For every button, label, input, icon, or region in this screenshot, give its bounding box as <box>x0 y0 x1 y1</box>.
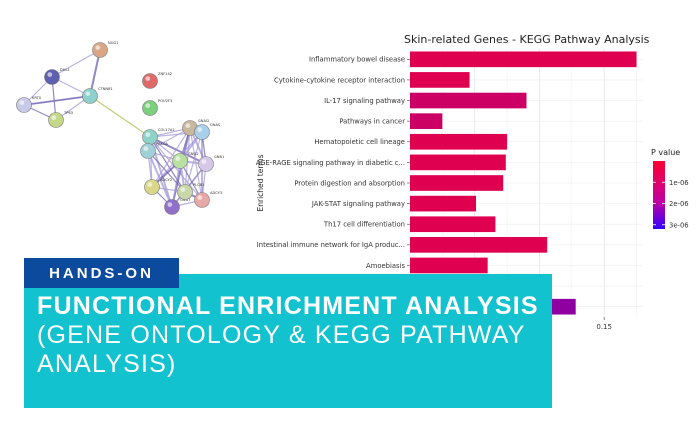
network-node-label: COL17A1 <box>158 128 175 132</box>
protein-network-diagram: NGG1 DHL1 CTNNB1 KRT5 TP63 ZNF142 POU2F3 COL17A… <box>16 41 224 215</box>
network-node-highlight <box>85 91 91 96</box>
category-label: Protein digestion and absorption <box>294 179 405 187</box>
network-edge <box>149 136 207 165</box>
category-label: AGE-RAGE signaling pathway in diabetic c… <box>256 159 405 167</box>
x-tick-label: 0.15 <box>596 323 612 331</box>
network-edge <box>147 127 191 152</box>
network-node <box>48 112 64 128</box>
network-node-label: PLCB1 <box>193 183 204 187</box>
network-nodes: NGG1 DHL1 CTNNB1 KRT5 TP63 ZNF142 POU2F3 COL17A… <box>16 41 224 215</box>
network-node-highlight <box>197 195 203 201</box>
category-label: IL-17 signaling pathway <box>324 97 405 105</box>
network-node-label: ADCY2 <box>160 178 172 182</box>
legend-title: P value <box>651 148 680 157</box>
network-node-label: CTNNB1 <box>98 87 113 91</box>
network-node <box>16 97 32 113</box>
banner-title-sub: (GENE ONTOLOGY & KEGG PATHWAY ANALYSIS) <box>37 321 526 378</box>
hands-on-tag: HANDS-ON <box>24 258 179 288</box>
y-axis-label: Enriched terms <box>256 154 265 211</box>
network-edge <box>149 136 203 201</box>
network-node <box>194 124 210 140</box>
bar-5 <box>410 133 508 150</box>
category-label: Pathways in cancer <box>339 118 405 126</box>
network-node <box>198 156 214 172</box>
network-node <box>172 153 188 169</box>
legend-colorbar <box>653 161 665 229</box>
network-node-label: GNG7 <box>180 198 191 202</box>
bar-8 <box>410 195 477 212</box>
network-node <box>92 42 108 58</box>
legend-tick-label: 2e-06 <box>669 200 689 208</box>
bar-6 <box>410 154 506 171</box>
p-value-legend: P value 1e-06 2e-06 3e-06 <box>651 148 689 229</box>
banner-title-main: FUNCTIONAL ENRICHMENT ANALYSIS <box>37 292 539 320</box>
network-node-label: GNG2 <box>188 152 199 156</box>
bar-10 <box>410 237 548 253</box>
network-edge <box>89 95 151 138</box>
network-node <box>164 199 180 215</box>
network-node-label: GNB1 <box>214 155 224 159</box>
network-node-label: DHL1 <box>60 68 70 72</box>
network-node-highlight <box>175 156 181 161</box>
network-node-highlight <box>201 159 207 165</box>
network-node-highlight <box>19 100 25 105</box>
network-edge <box>147 150 173 208</box>
network-node-highlight <box>197 127 203 132</box>
network-node-label: ADCY3 <box>210 191 222 195</box>
network-edge <box>23 95 91 106</box>
bar-11 <box>410 257 488 274</box>
network-node-label: GNAI2 <box>198 119 209 123</box>
bar-1 <box>410 51 637 68</box>
category-label: JAK-STAT signaling pathway <box>311 200 405 208</box>
network-node-label: KRT5 <box>32 96 41 100</box>
bar-3 <box>410 92 527 109</box>
network-node-label: GNAS <box>210 123 221 127</box>
bar-7 <box>410 175 504 191</box>
network-node-highlight <box>167 202 173 208</box>
category-label: Amoebiasis <box>366 262 405 270</box>
network-node-highlight <box>95 45 101 50</box>
category-label: Th17 cell differentiation <box>323 221 405 229</box>
network-node <box>194 192 210 208</box>
category-labels: Inflammatory bowel disease Cytokine-cytok… <box>256 56 410 311</box>
network-node-highlight <box>145 103 151 108</box>
bar-4 <box>410 113 443 129</box>
category-label: Inflammatory bowel disease <box>309 56 405 64</box>
network-edge <box>89 49 101 97</box>
bar-2 <box>410 72 470 88</box>
network-node <box>177 184 193 200</box>
network-node-label: POU2F3 <box>158 99 172 103</box>
network-edge <box>189 127 203 201</box>
network-node-label: ZNF142 <box>158 72 172 76</box>
network-node <box>140 143 156 159</box>
legend-tick-label: 1e-06 <box>669 179 689 187</box>
network-node-label: NGG1 <box>108 41 119 45</box>
category-label: Hematopoietic cell lineage <box>314 138 405 146</box>
network-node-label: TP63 <box>63 111 73 115</box>
network-node-highlight <box>180 187 186 193</box>
network-node <box>142 100 158 116</box>
network-node-label: PRKCA <box>156 142 168 146</box>
bar-9 <box>410 216 496 233</box>
network-node-highlight <box>143 146 149 151</box>
network-node <box>142 73 158 89</box>
network-edge <box>51 49 101 78</box>
network-node-highlight <box>51 115 57 120</box>
chart-title: Skin-related Genes - KEGG Pathway Analys… <box>404 33 650 46</box>
category-label: Cytokine-cytokine receptor interaction <box>274 76 405 84</box>
network-node <box>44 69 60 85</box>
network-node-highlight <box>145 132 151 137</box>
network-node-highlight <box>47 72 53 77</box>
network-node-highlight <box>185 123 191 128</box>
title-panel: FUNCTIONAL ENRICHMENT ANALYSIS (GENE ONT… <box>24 274 552 408</box>
network-node-highlight <box>147 182 153 188</box>
network-node <box>144 179 160 195</box>
legend-tick-label: 3e-06 <box>669 221 689 229</box>
network-node-highlight <box>145 76 151 81</box>
network-node <box>82 88 98 104</box>
category-label: Intestinal immune network for IgA produc… <box>257 241 405 249</box>
network-edge <box>147 150 186 193</box>
